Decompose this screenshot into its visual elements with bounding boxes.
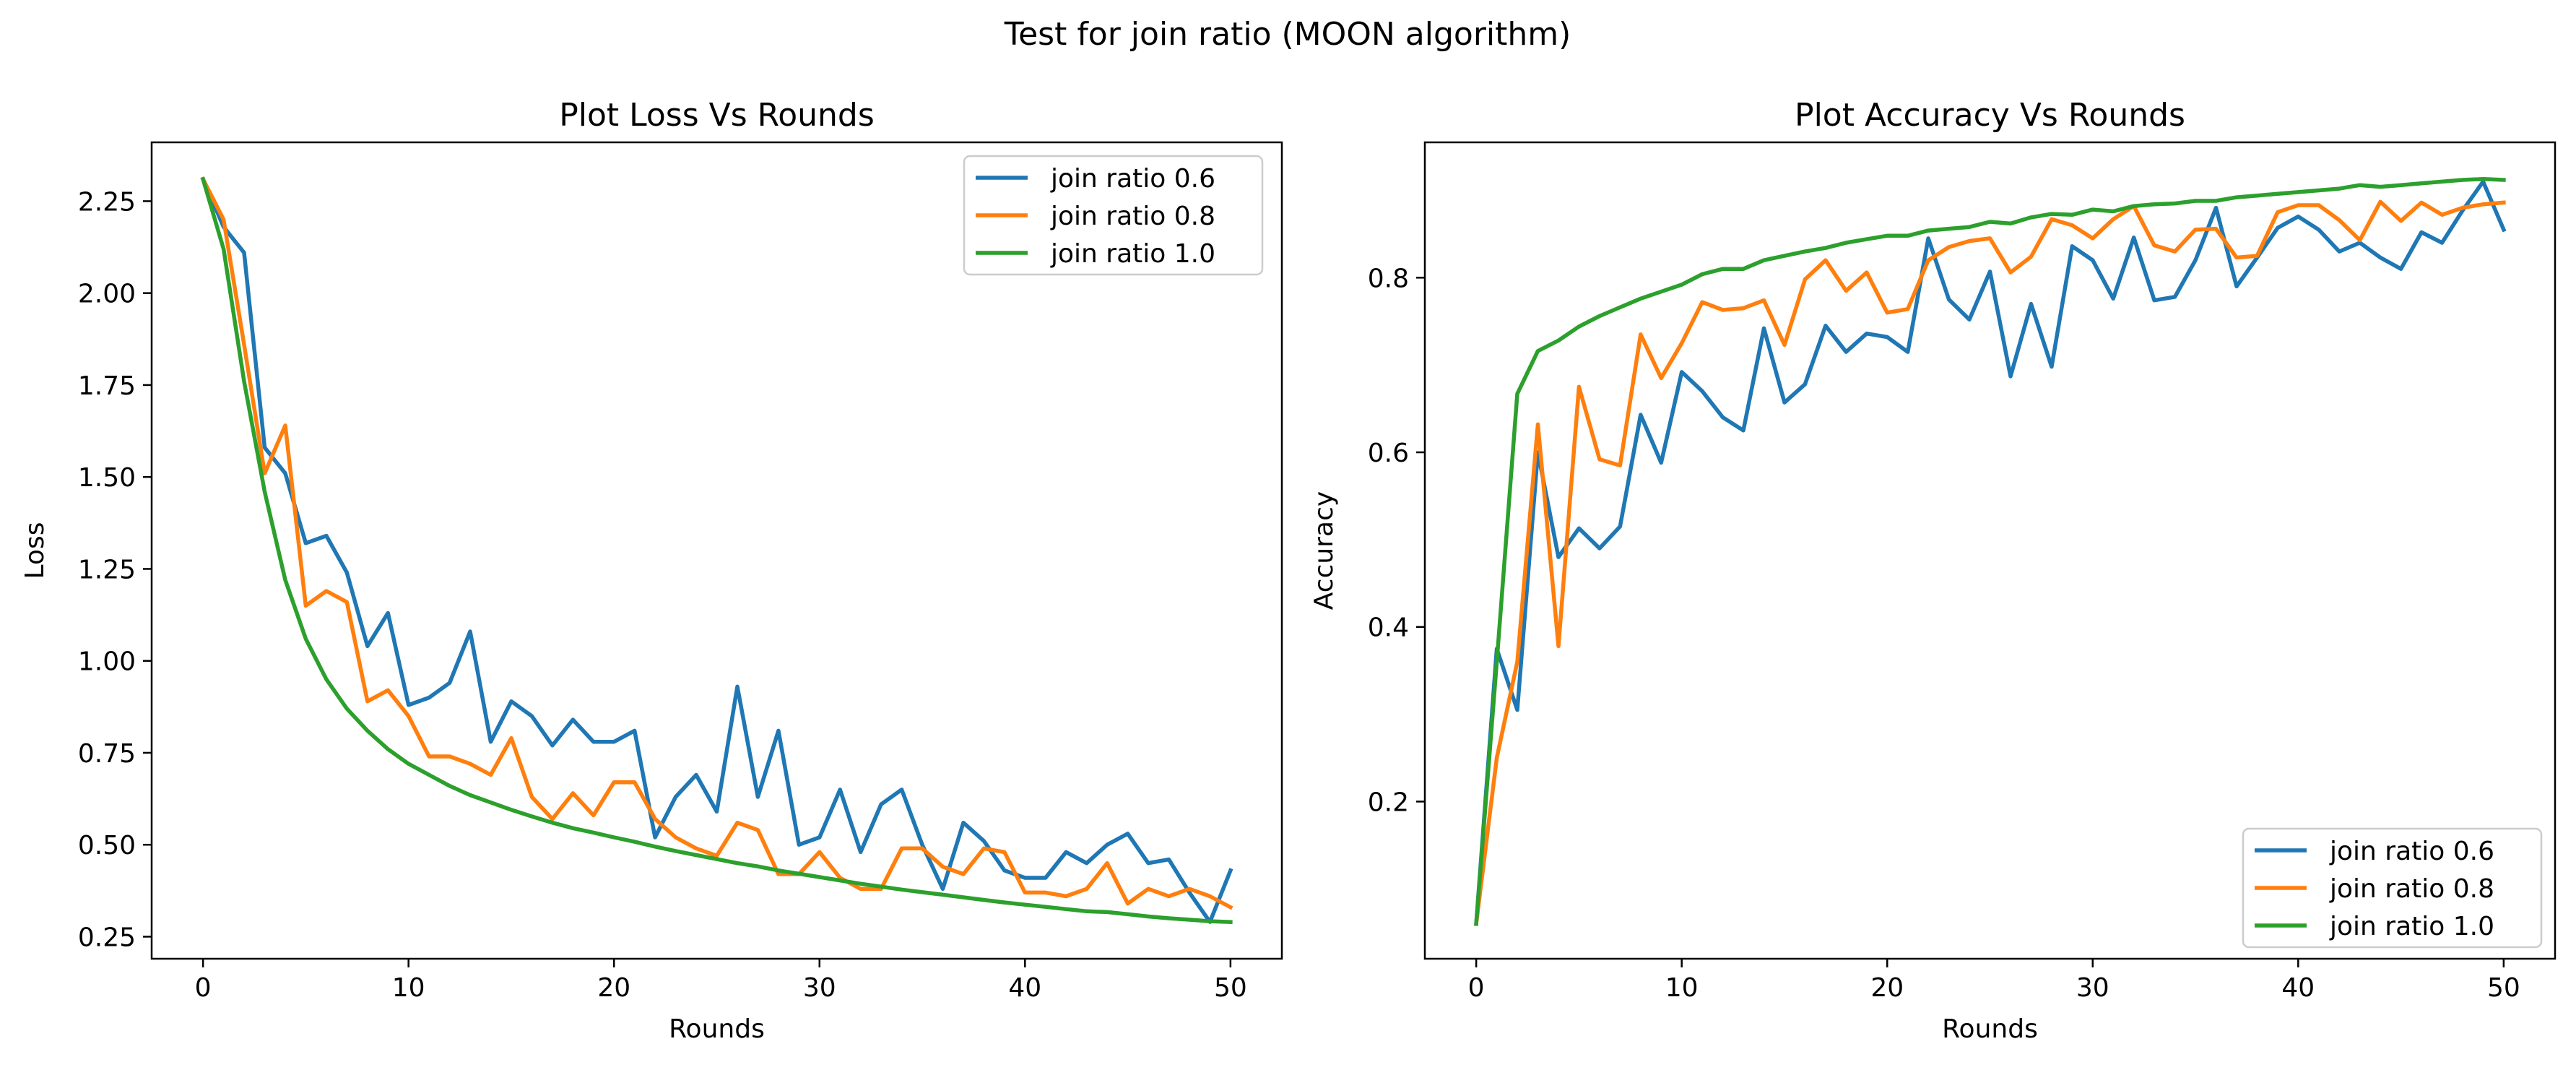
loss-y-tick-label: 1.75 <box>78 371 136 401</box>
accuracy-series-line-0 <box>1474 179 2507 926</box>
loss-x-tick-label: 10 <box>392 973 425 1003</box>
loss-chart: 0 10 20 30 40 50 0.25 0.50 0.75 1.00 1.25 1.50 1.75 2… <box>20 97 1283 1044</box>
loss-series-line-0 <box>200 176 1233 924</box>
accuracy-y-tick-label: 0.2 <box>1368 788 1409 817</box>
loss-legend-label-1: join ratio 0.8 <box>1050 202 1215 231</box>
loss-x-tick-label: 0 <box>195 973 212 1003</box>
accuracy-y-tick-label: 0.8 <box>1368 264 1409 293</box>
loss-y-tick-label: 0.75 <box>78 739 136 769</box>
loss-x-tick-label: 50 <box>1214 973 1247 1003</box>
accuracy-legend-label-0: join ratio 0.6 <box>2329 837 2494 866</box>
loss-legend-box <box>963 155 1264 276</box>
loss-y-tick-label: 1.50 <box>78 463 136 493</box>
loss-y-axis-label: Loss <box>20 522 50 579</box>
loss-y-tick-label: 1.00 <box>78 647 136 677</box>
accuracy-chart-title: Plot Accuracy Vs Rounds <box>1795 97 2185 134</box>
loss-y-tick-label: 1.25 <box>78 555 136 584</box>
accuracy-legend-label-2: join ratio 1.0 <box>2329 912 2494 941</box>
loss-y-tick-label: 0.50 <box>78 831 136 860</box>
loss-x-tick-label: 30 <box>803 973 836 1003</box>
loss-series-line-1 <box>200 176 1233 910</box>
loss-y-tick-label: 2.25 <box>78 187 136 217</box>
accuracy-series-line-2 <box>1474 177 2506 926</box>
loss-x-tick-label: 20 <box>597 973 630 1003</box>
accuracy-x-tick-label: 10 <box>1665 973 1699 1003</box>
loss-legend: join ratio 0.6 join ratio 0.8 join ratio 1… <box>963 155 1264 276</box>
accuracy-legend-label-1: join ratio 0.8 <box>2329 874 2494 904</box>
accuracy-y-axis-label: Accuracy <box>1309 491 1339 610</box>
loss-legend-label-0: join ratio 0.6 <box>1050 164 1215 194</box>
loss-x-axis-label: Rounds <box>669 1014 765 1044</box>
accuracy-x-tick-label: 40 <box>2281 973 2315 1003</box>
loss-series-line-2 <box>200 176 1233 924</box>
accuracy-legend: join ratio 0.6 join ratio 0.8 join ratio 1… <box>2242 827 2543 949</box>
accuracy-series-line-1 <box>1474 199 2506 926</box>
figure-suptitle: Test for join ratio (MOON algorithm) <box>1004 16 1571 53</box>
accuracy-axes-frame <box>1423 141 2557 960</box>
loss-y-tick-label: 2.00 <box>78 280 136 309</box>
loss-axes-frame <box>150 141 1283 960</box>
loss-chart-title: Plot Loss Vs Rounds <box>559 97 875 134</box>
loss-legend-label-2: join ratio 1.0 <box>1050 239 1215 269</box>
accuracy-x-tick-label: 30 <box>2076 973 2109 1003</box>
loss-y-tick-label: 0.25 <box>78 923 136 952</box>
loss-x-tick-label: 40 <box>1008 973 1041 1003</box>
accuracy-y-tick-label: 0.4 <box>1368 613 1409 643</box>
accuracy-x-tick-label: 50 <box>2487 973 2520 1003</box>
accuracy-x-tick-label: 20 <box>1870 973 1904 1003</box>
accuracy-chart: 0 10 20 30 40 50 0.2 0.4 0.6 0.8 Plot Accuracy Vs … <box>1309 97 2557 1044</box>
accuracy-x-tick-label: 0 <box>1468 973 1485 1003</box>
accuracy-y-tick-label: 0.6 <box>1368 439 1409 468</box>
accuracy-legend-box <box>2242 827 2543 949</box>
accuracy-x-axis-label: Rounds <box>1942 1014 2038 1044</box>
